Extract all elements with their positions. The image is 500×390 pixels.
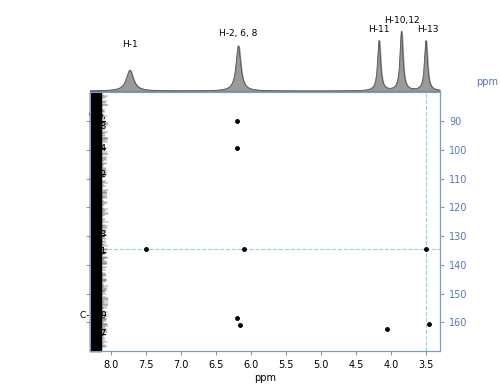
Text: H-13: H-13	[416, 25, 438, 34]
Text: C-4: C-4	[92, 144, 107, 153]
Text: C-7: C-7	[92, 329, 107, 338]
Text: C-1: C-1	[92, 247, 107, 256]
Text: H-11: H-11	[368, 25, 390, 34]
Text: C-3: C-3	[92, 230, 107, 239]
Text: C-6,
C-8: C-6, C-8	[89, 112, 107, 131]
Text: C-2: C-2	[92, 170, 107, 179]
Y-axis label: ppm: ppm	[476, 77, 498, 87]
X-axis label: ppm: ppm	[254, 373, 276, 383]
Text: H-1: H-1	[122, 41, 138, 50]
Text: H-2, 6, 8: H-2, 6, 8	[219, 29, 258, 38]
Text: C-5, 9: C-5, 9	[80, 310, 107, 319]
Text: H-10,12: H-10,12	[384, 16, 420, 25]
